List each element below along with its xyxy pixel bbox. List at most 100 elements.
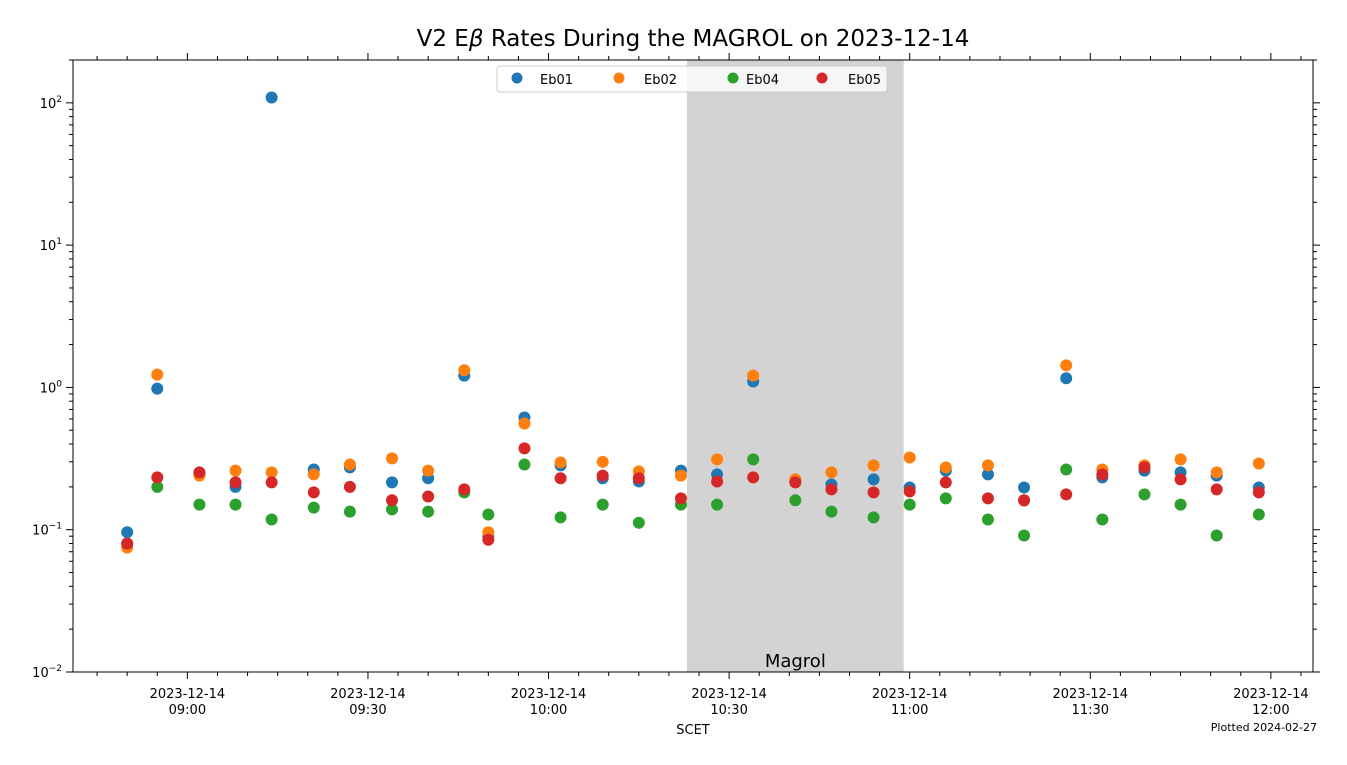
point-eb04 (596, 498, 609, 511)
point-eb04 (632, 516, 645, 529)
point-eb02 (151, 368, 164, 381)
point-eb02 (554, 456, 567, 469)
point-eb04 (265, 513, 278, 526)
point-eb05 (265, 476, 278, 489)
point-eb01 (1060, 372, 1073, 385)
point-eb02 (939, 461, 952, 474)
point-eb05 (1138, 461, 1151, 474)
point-eb05 (458, 483, 471, 496)
point-eb02 (867, 459, 880, 472)
x-tick-label: 2023-12-14 10:30 (691, 687, 767, 718)
point-eb02 (1252, 457, 1265, 470)
point-eb05 (518, 442, 531, 455)
point-eb05 (307, 486, 320, 499)
point-eb05 (596, 469, 609, 482)
point-eb02 (1210, 466, 1223, 479)
plot-frame (72, 59, 1314, 673)
point-eb04 (518, 458, 531, 471)
plotted-date-note: Plotted 2024-02-27 (1211, 721, 1317, 734)
point-eb01 (981, 468, 994, 481)
point-eb04 (229, 498, 242, 511)
point-eb05 (482, 533, 495, 546)
point-eb05 (1096, 468, 1109, 481)
point-eb01 (151, 382, 164, 395)
y-tick-label: 101 (40, 237, 62, 254)
x-tick-label: 2023-12-14 11:30 (1053, 687, 1129, 718)
point-eb04 (939, 492, 952, 505)
point-eb02 (386, 452, 399, 465)
point-eb05 (747, 471, 760, 484)
point-eb05 (789, 476, 802, 489)
point-eb05 (386, 494, 399, 507)
point-eb02 (747, 369, 760, 382)
point-eb04 (1060, 463, 1073, 476)
point-eb04 (789, 494, 802, 507)
magrol-shaded-region (686, 60, 904, 672)
point-eb01 (1018, 481, 1031, 494)
point-eb05 (1018, 494, 1031, 507)
legend-label-eb04: Eb04 (746, 73, 779, 88)
point-eb02 (229, 464, 242, 477)
point-eb04 (482, 508, 495, 521)
point-eb02 (825, 466, 838, 479)
point-eb05 (632, 472, 645, 485)
point-eb05 (903, 485, 916, 498)
point-eb04 (747, 453, 760, 466)
point-eb05 (229, 476, 242, 489)
point-eb05 (1174, 473, 1187, 486)
point-eb05 (422, 490, 435, 503)
point-eb04 (554, 511, 567, 524)
legend-marker-eb01 (511, 72, 523, 84)
x-tick-label: 2023-12-14 09:00 (150, 687, 226, 718)
point-eb02 (422, 464, 435, 477)
legend-marker-eb04 (727, 72, 739, 84)
point-eb04 (711, 498, 724, 511)
point-eb04 (1096, 513, 1109, 526)
y-tick-label: 100 (40, 379, 63, 396)
point-eb04 (1018, 529, 1031, 542)
x-tick-label: 2023-12-14 11:00 (872, 687, 948, 718)
point-eb04 (981, 513, 994, 526)
point-eb05 (151, 471, 164, 484)
point-eb04 (867, 511, 880, 524)
y-tick-label: 10−2 (32, 664, 62, 681)
point-eb02 (343, 458, 356, 471)
legend-marker-eb05 (816, 72, 828, 84)
point-eb04 (1174, 498, 1187, 511)
point-eb02 (307, 468, 320, 481)
point-eb05 (825, 483, 838, 496)
point-eb02 (1060, 359, 1073, 372)
point-eb05 (343, 480, 356, 493)
point-eb01 (121, 526, 134, 539)
point-eb01 (386, 476, 399, 489)
chart-title: V2 Eβ Rates During the MAGROL on 2023-12… (417, 26, 970, 52)
point-eb04 (903, 498, 916, 511)
point-eb05 (1060, 488, 1073, 501)
point-eb05 (1210, 483, 1223, 496)
point-eb05 (711, 475, 724, 488)
y-tick-label: 102 (40, 95, 62, 112)
legend-label-eb05: Eb05 (848, 73, 881, 88)
point-eb02 (518, 417, 531, 430)
point-eb04 (1138, 488, 1151, 501)
y-tick-label: 10−1 (32, 522, 62, 539)
point-eb04 (307, 501, 320, 514)
point-eb02 (981, 459, 994, 472)
x-tick-label: 2023-12-14 09:30 (330, 687, 406, 718)
point-eb04 (193, 498, 206, 511)
point-eb01 (867, 473, 880, 486)
point-eb02 (265, 466, 278, 479)
legend-marker-eb02 (613, 72, 625, 84)
point-eb04 (1252, 508, 1265, 521)
point-eb02 (1174, 453, 1187, 466)
x-tick-label: 2023-12-14 10:00 (511, 687, 587, 718)
point-eb05 (193, 466, 206, 479)
point-eb05 (121, 537, 134, 550)
point-eb04 (422, 505, 435, 518)
point-eb04 (1210, 529, 1223, 542)
point-eb02 (903, 451, 916, 464)
point-eb01 (265, 91, 278, 104)
point-eb05 (981, 492, 994, 505)
point-eb05 (1252, 486, 1265, 499)
